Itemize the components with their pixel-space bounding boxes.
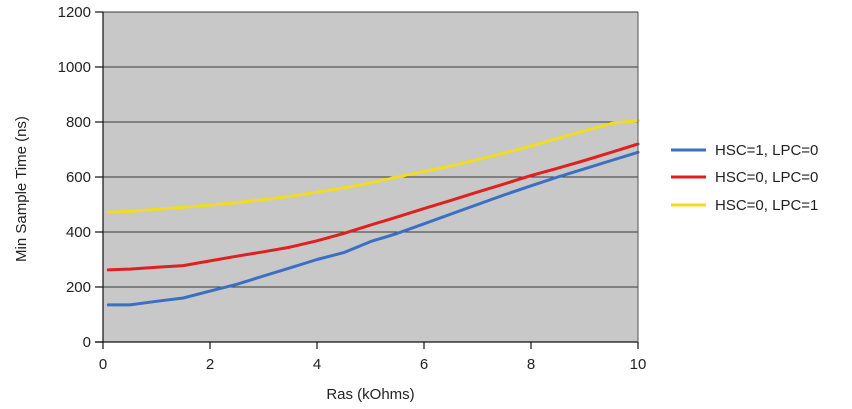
legend-item: HSC=0, LPC=0: [671, 169, 818, 186]
legend-item: HSC=0, LPC=1: [671, 197, 818, 214]
y-tick-label: 1000: [58, 59, 91, 76]
y-tick-label: 200: [66, 279, 91, 296]
x-axis-ticks: 0 2 4 6 8 10: [99, 342, 647, 373]
y-tick-label: 400: [66, 224, 91, 241]
x-tick-label: 8: [527, 356, 535, 373]
y-tick-label: 0: [83, 334, 91, 351]
series-lines: [106, 119, 640, 307]
legend: HSC=1, LPC=0 HSC=0, LPC=0 HSC=0, LPC=1: [671, 142, 818, 214]
series-line: [106, 119, 640, 214]
series-line: [106, 142, 640, 272]
y-tick-label: 1200: [58, 4, 91, 21]
x-tick-label: 10: [630, 356, 647, 373]
legend-item: HSC=1, LPC=0: [671, 142, 818, 159]
x-tick-label: 6: [420, 356, 428, 373]
legend-label: HSC=0, LPC=1: [715, 197, 818, 214]
x-axis-label: Ras (kOhms): [326, 386, 414, 403]
y-axis-label: Min Sample Time (ns): [13, 116, 30, 262]
y-tick-label: 600: [66, 169, 91, 186]
x-tick-label: 0: [99, 356, 107, 373]
x-tick-label: 4: [313, 356, 321, 373]
legend-label: HSC=1, LPC=0: [715, 142, 818, 159]
legend-label: HSC=0, LPC=0: [715, 169, 818, 186]
y-tick-label: 800: [66, 114, 91, 131]
x-tick-label: 2: [206, 356, 214, 373]
y-axis-ticks: 0 200 400 600 800 1000 1200: [58, 4, 103, 351]
series-line: [106, 150, 640, 307]
grid-lines: [103, 11, 638, 288]
